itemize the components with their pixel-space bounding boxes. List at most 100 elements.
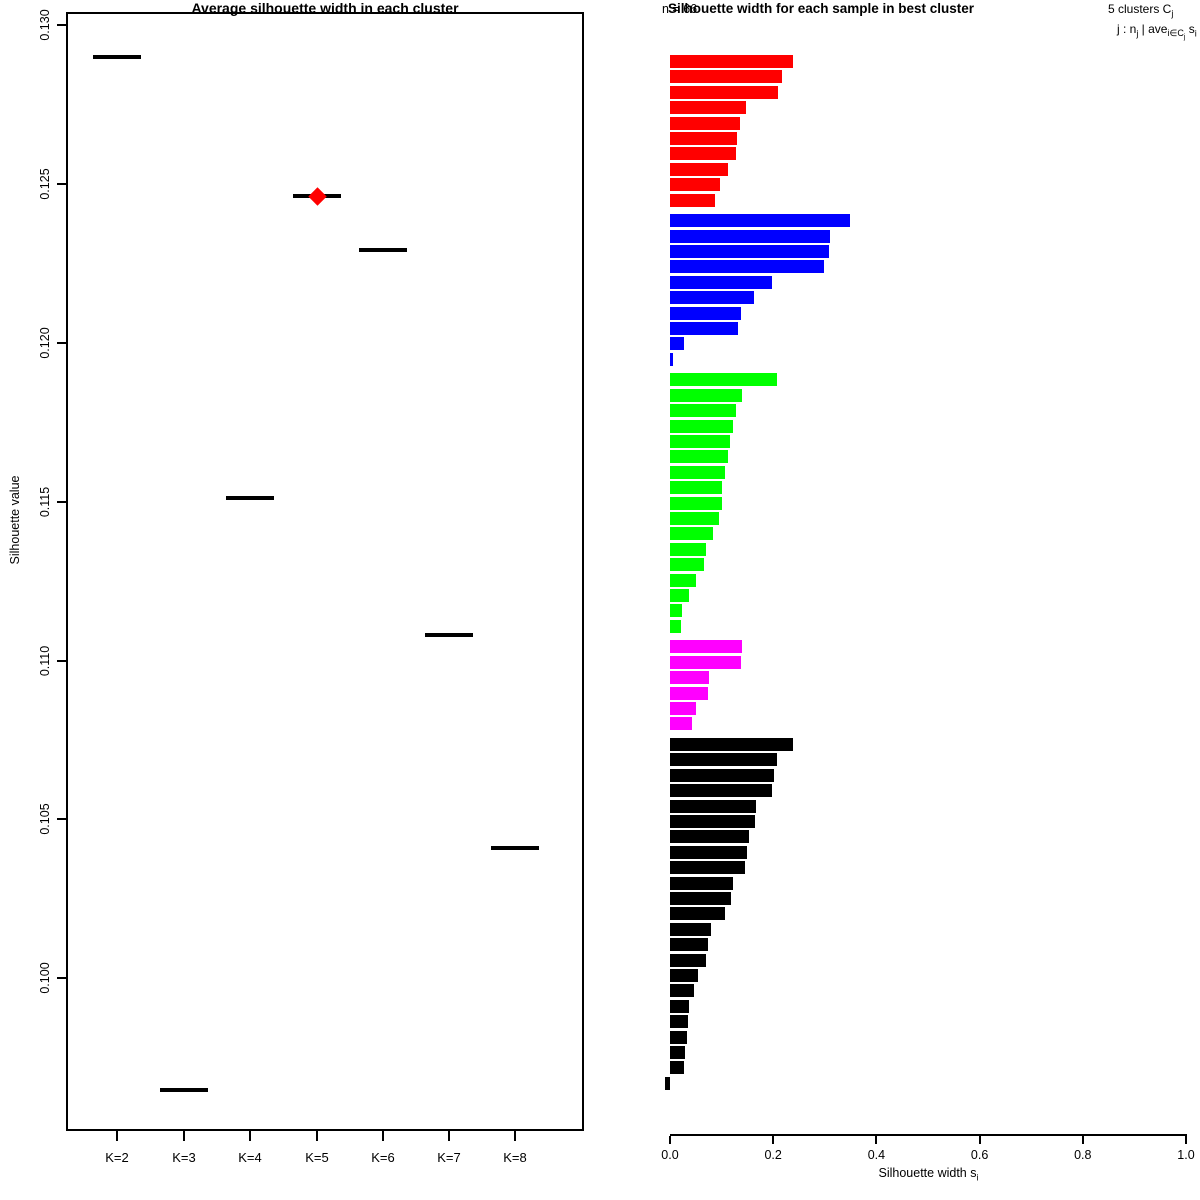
x-tick-label: K=4 bbox=[238, 1150, 262, 1165]
silhouette-bar bbox=[670, 999, 689, 1013]
right-x-tick-label: 0.0 bbox=[661, 1148, 679, 1162]
silhouette-bar bbox=[670, 465, 725, 479]
silhouette-bar bbox=[670, 830, 750, 844]
right-x-tick bbox=[1081, 1136, 1084, 1144]
silhouette-bar bbox=[664, 1076, 670, 1090]
legend-formula-part: s bbox=[1185, 22, 1195, 36]
silhouette-bar bbox=[670, 481, 723, 495]
silhouette-bar bbox=[670, 404, 737, 418]
right-x-axis-line bbox=[670, 1134, 1187, 1136]
x-tick bbox=[316, 1131, 318, 1141]
legend-line1-text: 5 clusters C bbox=[1108, 2, 1172, 16]
silhouette-bar bbox=[670, 969, 699, 982]
silhouette-bar bbox=[670, 1046, 685, 1059]
silhouette-bar bbox=[670, 655, 742, 669]
silhouette-bar bbox=[670, 373, 778, 387]
silhouette-bar bbox=[670, 717, 693, 731]
silhouette-bar bbox=[670, 1015, 688, 1029]
y-tick bbox=[57, 977, 66, 980]
avg-width-point bbox=[425, 633, 473, 638]
x-axis-label-text: Silhouette width s bbox=[878, 1166, 977, 1180]
silhouette-bar bbox=[670, 861, 745, 875]
right-x-tick bbox=[669, 1136, 671, 1144]
silhouette-bar bbox=[670, 815, 755, 828]
y-tick-label: 0.110 bbox=[38, 645, 52, 676]
legend-formula-sub: j bbox=[1136, 28, 1139, 39]
right-x-tick bbox=[875, 1136, 878, 1144]
x-tick-label: K=7 bbox=[437, 1150, 461, 1165]
silhouette-bar bbox=[670, 435, 730, 448]
silhouette-bar bbox=[670, 193, 715, 207]
silhouette-bar bbox=[670, 738, 793, 751]
silhouette-bar bbox=[670, 604, 683, 618]
silhouette-bar bbox=[670, 619, 682, 633]
silhouette-bar bbox=[670, 573, 697, 587]
x-tick bbox=[183, 1131, 185, 1141]
silhouette-bar bbox=[670, 132, 737, 145]
avg-width-point bbox=[93, 54, 141, 59]
silhouette-bar bbox=[670, 768, 775, 782]
left-plot-box bbox=[66, 12, 584, 1131]
silhouette-bar bbox=[670, 85, 779, 99]
x-tick bbox=[249, 1131, 251, 1141]
silhouette-bar bbox=[670, 589, 690, 602]
right-x-axis-label: Silhouette width si bbox=[670, 1166, 1187, 1182]
silhouette-bar bbox=[670, 753, 778, 767]
silhouette-bar bbox=[670, 306, 742, 320]
silhouette-bar bbox=[670, 640, 743, 654]
silhouette-bar bbox=[670, 686, 709, 700]
silhouette-bar bbox=[670, 322, 738, 335]
silhouette-bar bbox=[670, 162, 728, 176]
y-tick bbox=[57, 341, 66, 344]
right-x-tick-label: 0.4 bbox=[867, 1148, 886, 1162]
sample-count-label: n = 66 bbox=[662, 2, 698, 16]
silhouette-bar bbox=[670, 352, 674, 366]
silhouette-bar bbox=[670, 388, 742, 402]
x-tick bbox=[116, 1131, 118, 1141]
cluster-count-legend: 5 clusters Cj bbox=[1108, 2, 1174, 19]
y-tick-label: 0.100 bbox=[38, 962, 52, 995]
silhouette-bar bbox=[670, 876, 733, 890]
silhouette-bar bbox=[670, 907, 726, 921]
silhouette-bar bbox=[670, 953, 707, 967]
legend-formula-subtext: i∈C bbox=[1167, 28, 1184, 39]
silhouette-bar bbox=[670, 784, 773, 798]
silhouette-bar bbox=[670, 450, 728, 464]
silhouette-bar bbox=[670, 542, 707, 556]
right-x-tick bbox=[772, 1136, 775, 1144]
silhouette-bar bbox=[670, 147, 736, 161]
silhouette-bar bbox=[670, 260, 824, 274]
silhouette-bar bbox=[670, 558, 704, 572]
silhouette-bar bbox=[670, 671, 710, 685]
silhouette-bar bbox=[670, 922, 712, 936]
avg-width-point bbox=[226, 496, 274, 501]
silhouette-bar bbox=[670, 214, 850, 228]
right-plot-title: Silhouette width for each sample in best… bbox=[668, 1, 975, 16]
silhouette-bar bbox=[670, 512, 720, 525]
x-tick-label: K=6 bbox=[371, 1150, 395, 1165]
legend-line1-sub: j bbox=[1171, 8, 1174, 19]
silhouette-bar bbox=[670, 496, 723, 510]
y-tick bbox=[57, 659, 66, 662]
silhouette-bar bbox=[670, 275, 773, 289]
y-tick bbox=[57, 23, 66, 26]
right-x-tick-label: 0.8 bbox=[1074, 1148, 1092, 1162]
silhouette-bar bbox=[670, 178, 721, 192]
legend-formula-part: j : n bbox=[1117, 22, 1137, 36]
avg-width-point bbox=[359, 248, 407, 253]
left-y-axis-label: Silhouette value bbox=[8, 475, 22, 565]
cluster-legend-formula: j : nj | avei∈Cj si bbox=[1117, 22, 1197, 41]
silhouette-bar bbox=[670, 1061, 685, 1075]
right-x-tick bbox=[1185, 1136, 1187, 1144]
silhouette-bar bbox=[670, 291, 754, 305]
right-x-tick bbox=[978, 1136, 981, 1144]
silhouette-bar bbox=[670, 527, 714, 541]
x-tick bbox=[514, 1131, 516, 1141]
silhouette-bar bbox=[670, 892, 732, 905]
right-x-tick-label: 1.0 bbox=[1177, 1148, 1195, 1162]
x-tick bbox=[382, 1131, 384, 1141]
silhouette-bar bbox=[670, 337, 685, 351]
silhouette-bar bbox=[670, 1030, 687, 1044]
y-tick-label: 0.125 bbox=[38, 168, 52, 200]
